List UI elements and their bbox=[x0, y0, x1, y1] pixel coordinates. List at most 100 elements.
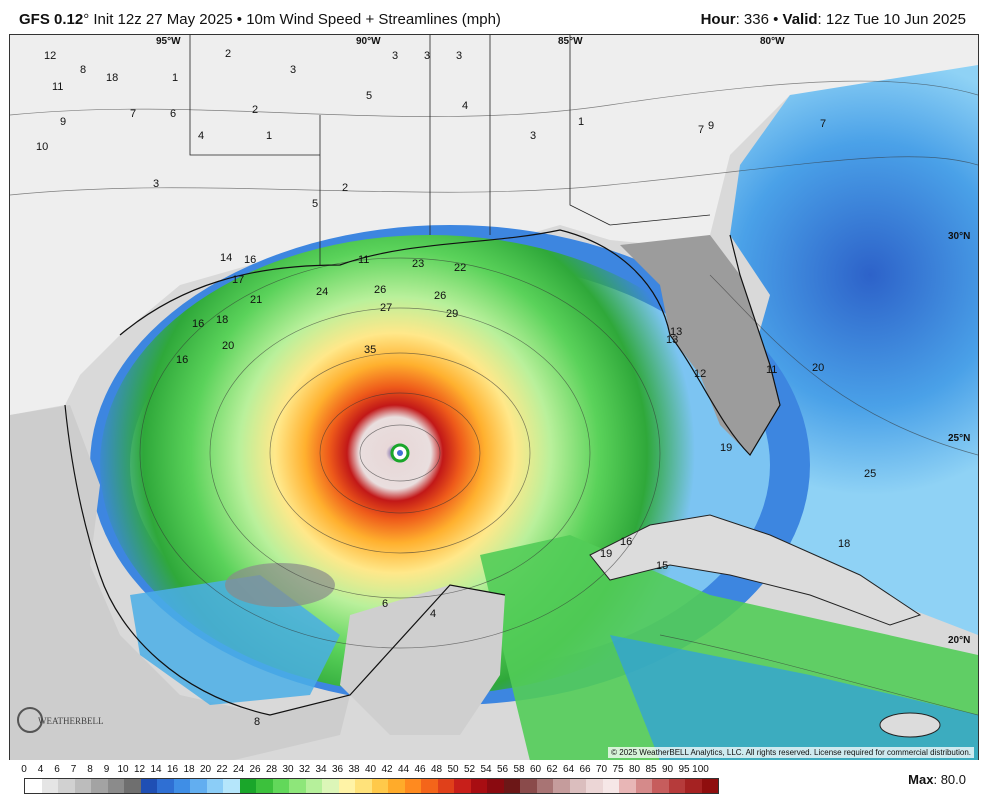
wind-label: 24 bbox=[316, 286, 328, 298]
legend-swatch bbox=[454, 779, 471, 793]
legend-swatch bbox=[421, 779, 438, 793]
wind-label: 14 bbox=[220, 252, 232, 264]
wind-label: 3 bbox=[392, 50, 398, 62]
legend-swatch bbox=[91, 779, 108, 793]
max-value: Max: 80.0 bbox=[908, 772, 966, 787]
legend-tick-label: 30 bbox=[282, 764, 294, 775]
legend-tick-label: 48 bbox=[430, 764, 443, 775]
legend-tick-label: 26 bbox=[249, 764, 261, 775]
lat-label-25: 25°N bbox=[948, 433, 970, 444]
legend-tick-label: 34 bbox=[315, 764, 327, 775]
wind-label: 11 bbox=[358, 254, 369, 266]
legend-tick-label: 0 bbox=[21, 764, 27, 775]
forecast-map[interactable]: 95°W 90°W 85°W 80°W 30°N 25°N 20°N 12 8 … bbox=[9, 34, 979, 762]
legend-tick-label: 42 bbox=[381, 764, 393, 775]
legend-tick-label: 32 bbox=[298, 764, 311, 775]
color-legend: 0 4 6 7 8 9 10 12 14 16 18 20 22 24 26 28 30 32 34 36 38 40 42… bbox=[0, 760, 984, 808]
legend-tick-label: 20 bbox=[199, 764, 212, 775]
legend-swatch bbox=[157, 779, 174, 793]
title-right: Hour: 336 • Valid: 12z Tue 10 Jun 2025 bbox=[701, 11, 966, 28]
wind-label: 2 bbox=[252, 104, 258, 116]
us-land bbox=[10, 35, 978, 415]
legend-swatch bbox=[107, 779, 124, 793]
wind-label: 8 bbox=[254, 716, 260, 728]
wind-label: 1 bbox=[172, 72, 178, 84]
wind-label: 7 bbox=[130, 108, 136, 120]
legend-colorbar bbox=[24, 778, 719, 794]
mexico-coast-band bbox=[10, 405, 350, 761]
wind-label: 9 bbox=[60, 116, 66, 128]
jamaica-island bbox=[879, 712, 941, 738]
wind-label: 27 bbox=[380, 302, 392, 314]
legend-tick-label: 60 bbox=[529, 764, 542, 775]
legend-swatch bbox=[388, 779, 405, 793]
legend-swatch bbox=[272, 779, 289, 793]
legend-swatch bbox=[586, 779, 603, 793]
legend-swatch bbox=[322, 779, 339, 793]
legend-swatch bbox=[173, 779, 190, 793]
legend-tick-label: 46 bbox=[414, 764, 426, 775]
legend-tick-label: 18 bbox=[183, 764, 195, 775]
lon-label-95: 95°W bbox=[156, 36, 181, 47]
legend-tick-label: 80 bbox=[628, 764, 641, 775]
max-label: Max bbox=[908, 772, 934, 787]
legend-swatch bbox=[668, 779, 685, 793]
coastlines bbox=[64, 229, 781, 716]
legend-tick-label: 66 bbox=[579, 764, 591, 775]
legend-tick-label: 85 bbox=[645, 764, 657, 775]
legend-tick-label: 75 bbox=[612, 764, 624, 775]
wind-label: 20 bbox=[812, 362, 824, 374]
legend-swatch bbox=[223, 779, 240, 793]
wind-label: 18 bbox=[216, 314, 228, 326]
legend-swatch bbox=[602, 779, 619, 793]
wind-label: 3 bbox=[456, 50, 462, 62]
wind-label: 5 bbox=[366, 90, 372, 102]
legend-swatch bbox=[701, 779, 718, 793]
wind-label: 8 bbox=[80, 64, 86, 76]
legend-tick-label: 12 bbox=[133, 764, 146, 775]
wind-label: 4 bbox=[462, 100, 468, 112]
campeche-calm-area bbox=[225, 563, 335, 607]
wind-label: 20 bbox=[222, 340, 234, 352]
legend-tick-label: 95 bbox=[678, 764, 690, 775]
legend-swatch bbox=[371, 779, 388, 793]
legend-tick-label: 10 bbox=[117, 764, 129, 775]
legend-swatch bbox=[74, 779, 91, 793]
wind-label: 17 bbox=[232, 274, 244, 286]
logo-text: WEATHERBELL bbox=[38, 716, 104, 726]
legend-tick-label: 28 bbox=[265, 764, 278, 775]
wind-label: 23 bbox=[412, 258, 424, 270]
legend-tick-label: 24 bbox=[232, 764, 245, 775]
weatherbell-logo: WEATHERBELL bbox=[17, 707, 104, 733]
legend-swatch bbox=[289, 779, 306, 793]
legend-tick-label: 58 bbox=[513, 764, 525, 775]
legend-swatch bbox=[619, 779, 636, 793]
valid-value: : 12z Tue 10 Jun 2025 bbox=[817, 11, 966, 28]
legend-tick-label: 16 bbox=[166, 764, 179, 775]
wind-label: 10 bbox=[36, 141, 48, 153]
valid-label: Valid bbox=[778, 11, 818, 28]
wind-label: 1 bbox=[266, 130, 272, 142]
wind-label: 19 bbox=[720, 442, 732, 454]
init-text: Init 12z 27 May 2025 • 10m Wind Speed + … bbox=[89, 11, 501, 28]
legend-tick-label: 70 bbox=[595, 764, 608, 775]
map-canvas: 95°W 90°W 85°W 80°W 30°N 25°N 20°N 12 8 … bbox=[10, 35, 978, 761]
legend-tick-label: 22 bbox=[216, 764, 228, 775]
legend-tick-label: 8 bbox=[87, 764, 93, 775]
legend-swatch bbox=[58, 779, 75, 793]
wind-label: 2 bbox=[342, 182, 348, 194]
wind-label: 3 bbox=[530, 130, 536, 142]
legend-tick-label: 38 bbox=[348, 764, 360, 775]
streamlines bbox=[10, 80, 978, 716]
wind-label: 18 bbox=[838, 538, 850, 550]
degree-symbol: ° bbox=[83, 11, 90, 28]
legend-swatch bbox=[503, 779, 520, 793]
lat-label-30: 30°N bbox=[948, 231, 970, 242]
wind-label: 15 bbox=[656, 560, 668, 572]
wind-label: 4 bbox=[198, 130, 204, 142]
legend-swatch bbox=[470, 779, 487, 793]
wind-label: 9 bbox=[708, 120, 714, 132]
hour-value: : 336 • bbox=[735, 11, 779, 28]
legend-tick-label: 4 bbox=[37, 764, 44, 775]
wind-label: 16 bbox=[244, 254, 256, 266]
